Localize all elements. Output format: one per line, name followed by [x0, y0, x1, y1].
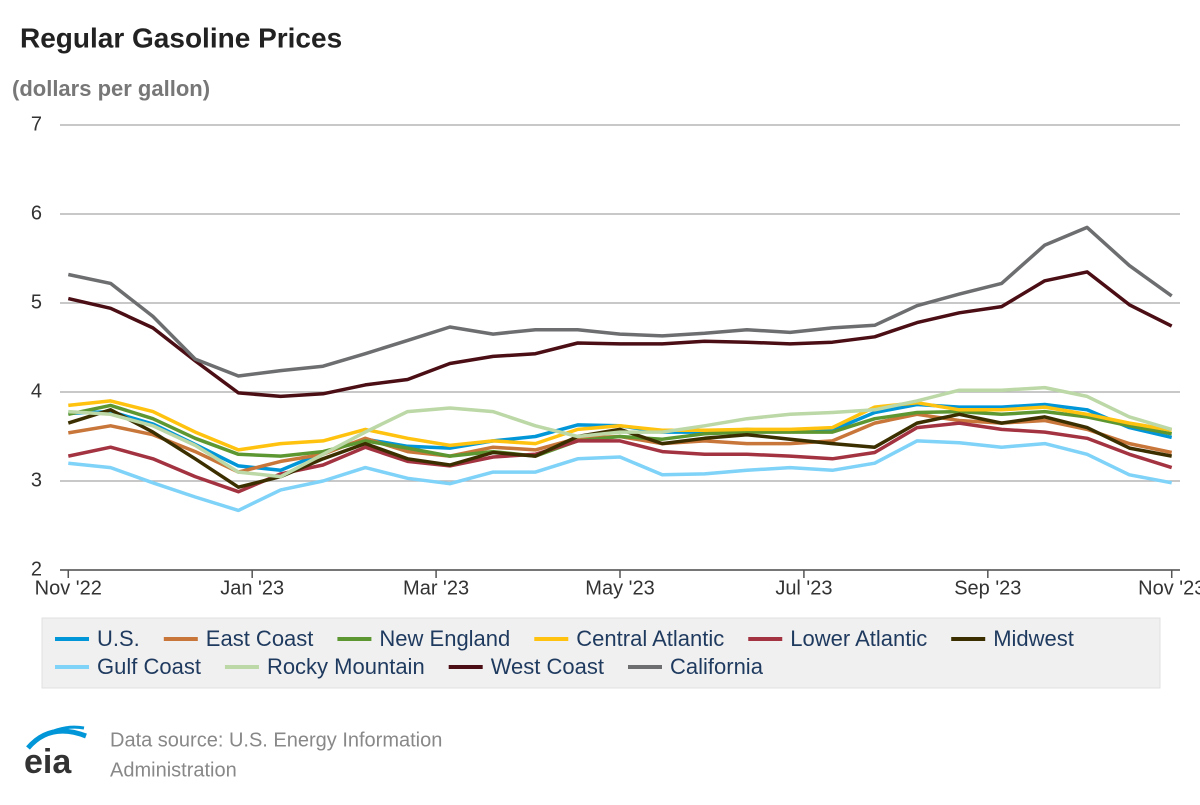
x-tick-label: May '23 — [585, 577, 654, 599]
legend-label: U.S. — [97, 626, 140, 651]
x-tick-label: Sep '23 — [954, 577, 1021, 599]
x-tick-label: Mar '23 — [403, 577, 469, 599]
logo-text: eia — [24, 743, 72, 781]
legend-box — [41, 617, 1161, 689]
series-line — [67, 403, 1173, 458]
legend-label: Midwest — [993, 626, 1074, 651]
y-tick-label: 7 — [31, 113, 42, 135]
y-tick-label: 5 — [31, 291, 42, 313]
y-tick-label: 3 — [31, 469, 42, 491]
legend-label: West Coast — [491, 654, 604, 679]
legend-item: Lower Atlantic — [748, 626, 927, 651]
legend-label: New England — [379, 626, 510, 651]
legend-item: East Coast — [163, 626, 314, 651]
series-line — [68, 399, 1172, 452]
series-line — [68, 385, 1173, 479]
legend-item: West Coast — [448, 654, 604, 679]
y-tick-label: 2 — [31, 558, 42, 580]
series-line — [67, 421, 1173, 494]
series-line — [67, 408, 1173, 489]
legend-label: Rocky Mountain — [267, 654, 425, 679]
legend-item: Central Atlantic — [534, 626, 724, 651]
legend-item: California — [628, 654, 764, 679]
legend-item: U.S. — [55, 626, 140, 651]
legend-item: Rocky Mountain — [224, 654, 425, 679]
x-tick-label: Nov '23 — [1138, 577, 1200, 599]
x-tick-label: Jan '23 — [220, 577, 284, 599]
eia-logo: eia — [24, 725, 87, 781]
chart-title: Regular Gasoline Prices — [20, 22, 342, 53]
y-tick-label: 4 — [31, 380, 42, 402]
legend-label: California — [670, 654, 764, 679]
series-line — [67, 270, 1173, 399]
legend-label: East Coast — [206, 626, 314, 651]
y-tick-label: 6 — [31, 202, 42, 224]
legend-label: Lower Atlantic — [790, 626, 927, 651]
source-text: Data source: U.S. Energy Information — [110, 729, 442, 751]
legend-item: New England — [337, 626, 510, 651]
plot-area: 2 3 4 5 6 7 Nov '22 Jan '23 Mar '23 May '23 Jul '2… — [31, 113, 1200, 599]
legend-item: Midwest — [951, 626, 1074, 651]
legend-label: Central Atlantic — [576, 626, 724, 651]
legend: U.S. East Coast New England Central Atlanti… — [55, 626, 1074, 679]
x-tick-label: Jul '23 — [775, 577, 832, 599]
logo-arc — [39, 725, 85, 740]
source-text: Administration — [110, 759, 237, 781]
series-line — [67, 225, 1173, 378]
legend-label: Gulf Coast — [97, 654, 201, 679]
series-line — [68, 439, 1173, 513]
x-tick-label: Nov '22 — [35, 577, 102, 599]
chart-subtitle: (dollars per gallon) — [12, 76, 210, 101]
legend-item: Gulf Coast — [55, 654, 201, 679]
